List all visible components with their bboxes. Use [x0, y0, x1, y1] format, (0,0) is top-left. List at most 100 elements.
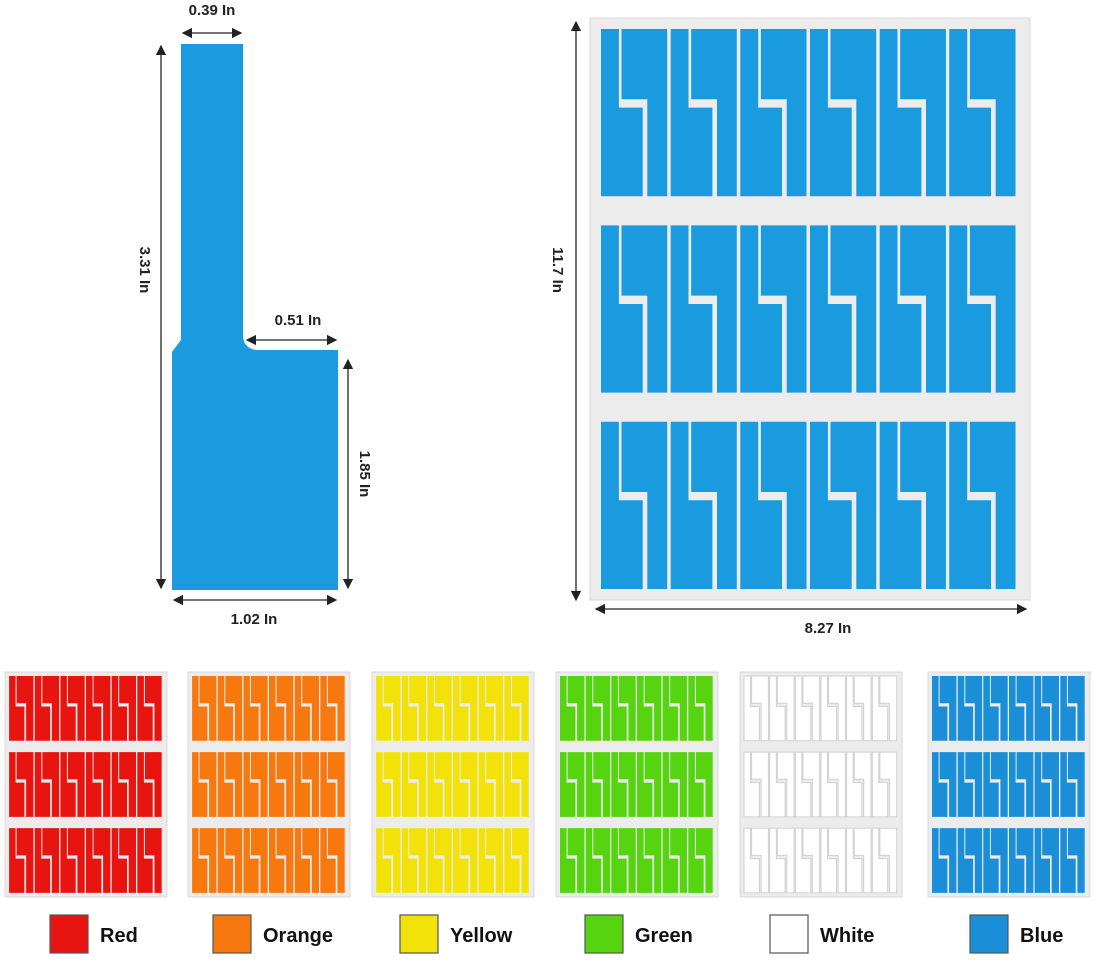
label-cutout — [1060, 752, 1076, 817]
label-cutout — [302, 676, 319, 741]
label-cutout — [86, 828, 102, 893]
label-cutout — [949, 421, 991, 589]
label-cutout — [294, 828, 310, 893]
label-cutout — [662, 676, 678, 741]
label-cutout — [276, 828, 294, 893]
label-cutout — [601, 29, 643, 197]
label-cutout — [111, 752, 127, 817]
label-cutout — [802, 751, 821, 818]
label-cutout — [560, 676, 576, 741]
label-cutout — [618, 676, 636, 741]
label-cutout — [250, 752, 268, 817]
label-cutout — [144, 676, 162, 741]
label-cutout — [119, 828, 136, 893]
label-cutout — [1067, 828, 1085, 893]
label-cutout — [409, 828, 427, 893]
label-cutout — [1060, 676, 1076, 741]
label-cutout — [243, 676, 259, 741]
label-cutout — [1016, 828, 1034, 893]
dimension-bottom-width: 1.02 In — [231, 611, 278, 628]
label-cutout — [60, 752, 76, 817]
label-cutout — [957, 828, 974, 893]
label-sheet-orange — [187, 671, 351, 898]
label-cutout — [1042, 828, 1059, 893]
label-cutout — [670, 29, 713, 197]
label-cutout — [192, 752, 208, 817]
label-cutout — [217, 676, 234, 741]
label-cutout — [320, 676, 336, 741]
label-cutout — [794, 751, 812, 818]
label-cutout — [932, 752, 948, 817]
label-cutout — [137, 828, 153, 893]
label-cutout — [34, 828, 51, 893]
label-cutout — [983, 752, 999, 817]
label-cutout — [383, 752, 401, 817]
label-cutout — [269, 828, 285, 893]
color-swatch-yellow — [399, 914, 439, 954]
label-cutout — [243, 752, 259, 817]
single-label-shape — [172, 44, 338, 590]
label-sheet-red — [4, 671, 168, 898]
label-cutout — [1067, 676, 1085, 741]
label-cutout — [662, 752, 678, 817]
label-cutout — [1009, 752, 1025, 817]
label-cutout — [879, 225, 922, 393]
label-cutout — [871, 827, 889, 894]
label-cutout — [802, 675, 821, 742]
label-cutout — [820, 675, 837, 742]
label-cutout — [276, 676, 294, 741]
label-cutout — [846, 751, 863, 818]
label-cutout — [830, 421, 877, 589]
label-cutout — [376, 676, 392, 741]
label-cutout — [376, 828, 392, 893]
color-name-red: Red — [100, 925, 138, 947]
label-cutout — [983, 676, 999, 741]
label-cutout — [199, 752, 217, 817]
label-cutout — [670, 828, 687, 893]
label-cutout — [67, 828, 85, 893]
color-name-blue: Blue — [1020, 925, 1063, 947]
label-cutout — [16, 752, 34, 817]
label-cutout — [611, 752, 627, 817]
label-cutout — [585, 676, 602, 741]
label-cutout — [879, 827, 898, 894]
label-cutout — [611, 676, 627, 741]
label-cutout — [137, 752, 153, 817]
label-cutout — [137, 676, 153, 741]
label-cutout — [409, 676, 427, 741]
label-cutout — [427, 752, 443, 817]
label-cutout — [243, 828, 259, 893]
label-cutout — [269, 752, 285, 817]
label-cutout — [225, 676, 243, 741]
label-cutout — [743, 675, 760, 742]
label-sheet-white — [739, 671, 903, 898]
label-cutout — [637, 676, 653, 741]
label-cutout — [199, 676, 217, 741]
label-cutout — [585, 828, 602, 893]
label-cutout — [691, 421, 737, 589]
label-cutout — [486, 676, 503, 741]
label-cutout — [460, 752, 478, 817]
label-cutout — [621, 421, 668, 589]
label-cutout — [969, 421, 1016, 589]
color-swatch-red — [49, 914, 89, 954]
label-cutout — [217, 828, 234, 893]
label-cutout — [1042, 676, 1059, 741]
label-cutout — [478, 752, 494, 817]
label-cutout — [567, 828, 585, 893]
label-cutout — [504, 676, 520, 741]
label-cutout — [409, 752, 427, 817]
label-cutout — [828, 751, 846, 818]
label-cutout — [939, 828, 957, 893]
label-cutout — [192, 828, 208, 893]
label-cutout — [957, 752, 974, 817]
label-cutout — [42, 752, 60, 817]
label-cutout — [949, 225, 991, 393]
dimension-body-height: 1.85 In — [356, 451, 373, 498]
label-cutout — [9, 828, 25, 893]
label-cutout — [60, 828, 76, 893]
dimension-notch-width: 0.51 In — [275, 312, 322, 329]
label-cutout — [34, 752, 51, 817]
label-cutout — [751, 827, 769, 894]
label-cutout — [60, 676, 76, 741]
